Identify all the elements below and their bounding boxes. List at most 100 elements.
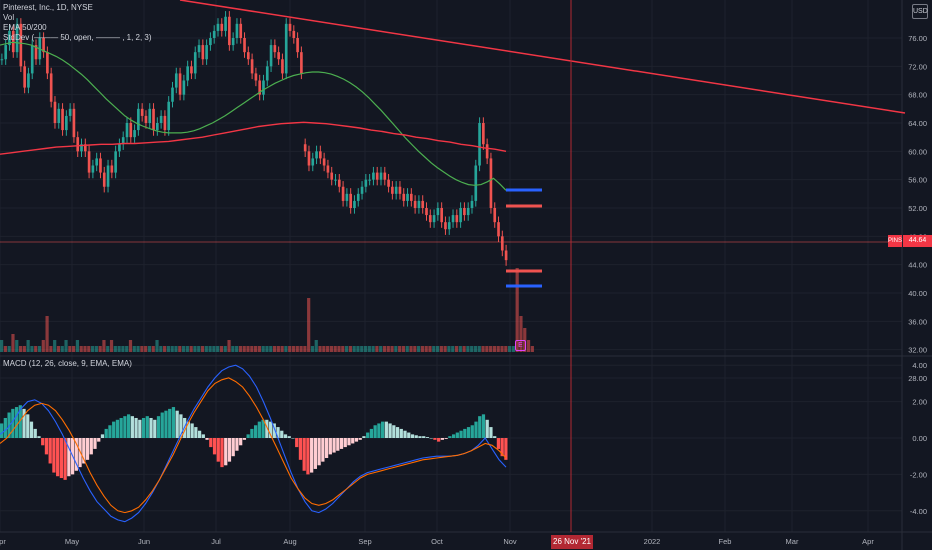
macd-histogram-bar <box>261 419 265 438</box>
macd-histogram-bar <box>328 438 332 455</box>
volume-bar <box>462 346 466 352</box>
volume-bar <box>344 346 349 352</box>
candle-body <box>224 16 227 31</box>
volume-bar <box>447 346 451 352</box>
volume-bar <box>246 346 250 352</box>
volume-bar <box>30 346 34 352</box>
stddev-indicator-label[interactable]: StdDev (——— 50, open, ——— , 1, 2, 3) <box>3 33 152 42</box>
candle-body <box>319 151 322 159</box>
candle-body <box>459 208 462 223</box>
volume-bar <box>500 346 504 352</box>
macd-histogram-bar <box>306 438 310 475</box>
macd-indicator-label[interactable]: MACD (12, 26, close, 9, EMA, EMA) <box>3 359 132 368</box>
macd-histogram-bar <box>295 438 299 448</box>
price-axis-label: 56.00 <box>908 176 927 185</box>
volume-bar <box>371 346 375 352</box>
volume-bar <box>439 346 443 352</box>
volume-bar <box>79 346 83 352</box>
volume-bar <box>508 346 512 352</box>
candle-body <box>417 200 421 208</box>
macd-histogram-bar <box>444 438 448 439</box>
candle-body <box>91 165 95 173</box>
volume-bar <box>155 340 159 352</box>
price-axis-label: 76.00 <box>908 34 927 43</box>
macd-histogram-bar <box>29 421 34 438</box>
volume-bar <box>117 346 121 352</box>
candle-body <box>493 208 497 223</box>
macd-histogram-bar <box>22 408 26 438</box>
volume-bar <box>401 346 406 352</box>
volume-bar <box>481 346 485 352</box>
volume-bar <box>284 346 288 352</box>
earnings-badge[interactable]: E <box>515 340 526 351</box>
macd-histogram-bar <box>63 438 67 480</box>
volume-bar <box>185 346 189 352</box>
volume-indicator-label[interactable]: Vol <box>3 13 15 22</box>
volume-bar <box>409 346 413 352</box>
volume-bar <box>94 346 98 352</box>
volume-bar <box>227 340 231 352</box>
volume-bar <box>11 334 15 352</box>
macd-histogram-bar <box>138 419 142 438</box>
candle-body <box>406 193 409 201</box>
macd-histogram-bar <box>156 416 161 438</box>
volume-bar <box>466 346 470 352</box>
time-axis-label: Sep <box>358 537 371 546</box>
time-axis-label: Apr <box>862 537 874 546</box>
candle-body <box>292 30 296 38</box>
ema50-line <box>0 41 507 191</box>
candle-body <box>197 45 201 53</box>
macd-axis-label: 2.00 <box>912 398 927 407</box>
macd-histogram-bar <box>3 417 7 438</box>
candle-body <box>106 165 110 187</box>
candle-body <box>356 193 360 201</box>
ema-indicator-label[interactable]: EMA 50/200 <box>3 23 47 32</box>
volume-bar <box>443 346 447 352</box>
candle-body <box>277 52 280 60</box>
volume-bar <box>166 346 170 352</box>
volume-bar <box>386 346 390 352</box>
candle-body <box>102 172 106 187</box>
macd-histogram-bar <box>194 427 198 438</box>
price-axis-label: 60.00 <box>908 147 927 156</box>
volume-bar <box>417 346 421 352</box>
macd-axis-label: 0.00 <box>912 434 927 443</box>
macd-histogram-bar <box>26 414 30 438</box>
candle-body <box>444 222 447 230</box>
currency-badge[interactable]: USD <box>912 4 928 19</box>
candle-body <box>174 73 178 88</box>
macd-histogram-bar <box>302 438 306 471</box>
macd-histogram-bar <box>440 438 444 440</box>
volume-bar <box>288 346 292 352</box>
macd-histogram-bar <box>407 432 411 438</box>
volume-bar <box>492 346 497 352</box>
candle-body <box>402 193 406 201</box>
candle-body <box>182 80 186 95</box>
macd-histogram-bar <box>381 421 385 438</box>
macd-histogram-bar <box>134 417 138 438</box>
volume-bar <box>432 346 436 352</box>
macd-histogram-bar <box>463 428 467 438</box>
macd-histogram-bar <box>280 430 284 438</box>
macd-histogram-bar <box>149 417 153 438</box>
candle-body <box>345 193 349 201</box>
candle-body <box>65 115 68 131</box>
volume-bar <box>193 346 197 352</box>
candle-body <box>281 59 284 74</box>
candle-body <box>171 87 174 102</box>
candle-body <box>46 52 49 74</box>
candle-body <box>307 151 311 166</box>
volume-bar <box>125 346 129 352</box>
volume-bar <box>382 346 387 352</box>
volume-bar <box>151 346 155 352</box>
time-axis-label: Oct <box>431 537 444 546</box>
candle-body <box>80 144 83 152</box>
time-axis-label: Aug <box>283 537 296 546</box>
macd-histogram-bar <box>317 438 321 466</box>
volume-bar <box>322 346 326 352</box>
candle-body <box>95 158 98 166</box>
candle-body <box>482 123 485 145</box>
macd-histogram-bar <box>130 416 134 438</box>
volume-bar <box>280 346 284 352</box>
